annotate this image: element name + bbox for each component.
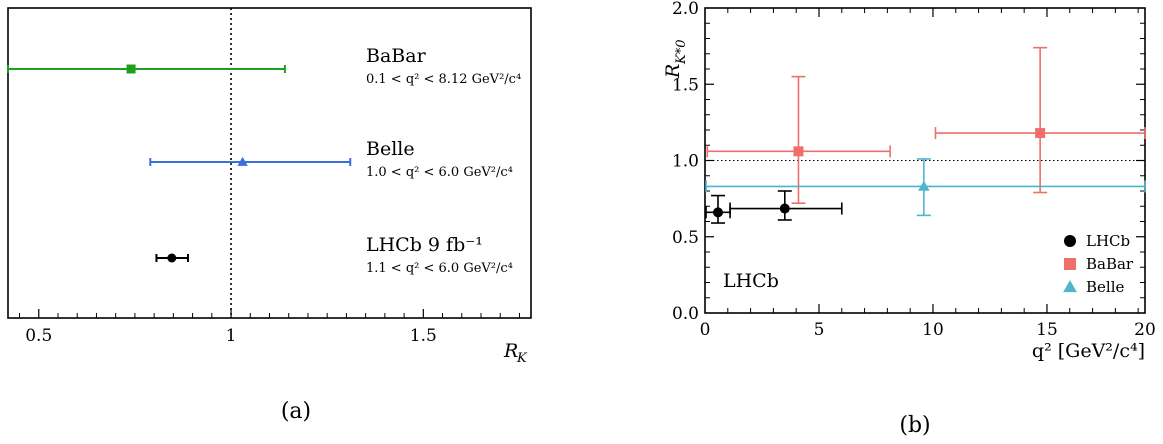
y-tick-label: 2.0 — [672, 0, 699, 19]
legend-label: LHCb — [1086, 232, 1130, 250]
panel-b: 0 5 10 15 20 0.0 0.5 1.0 1.5 2.0 LHCb BaBar Belle L… — [662, 0, 1156, 438]
y-tick-label: 1.5 — [672, 75, 699, 95]
series-babar — [706, 46, 1146, 204]
panel-b-series — [705, 46, 1146, 224]
x-tick-label: 20 — [1134, 320, 1156, 340]
legend-item: Belle — [1063, 278, 1124, 296]
legend-item: BaBar — [1064, 255, 1134, 273]
x-tick-label: 10 — [922, 320, 944, 340]
legend-item: LHCb — [1064, 232, 1130, 250]
panel-b-legend: LHCb BaBar Belle — [1063, 232, 1134, 296]
series-1: BaBar 0.1 < q² < 8.12 GeV²/c⁴ — [7, 45, 521, 87]
series-lhcb — [705, 190, 843, 224]
series-range-label: 0.1 < q² < 8.12 GeV²/c⁴ — [366, 72, 521, 87]
x-axis-label-subscript: K — [516, 351, 528, 366]
series-label: BaBar — [366, 45, 427, 67]
x-tick-label: 1.5 — [410, 326, 437, 346]
y-tick-label: 0.5 — [672, 228, 699, 248]
data-point — [1035, 128, 1046, 139]
series-2: Belle 1.0 < q² < 6.0 GeV²/c⁴ — [149, 138, 513, 180]
x-tick-label: 5 — [814, 320, 825, 340]
data-point — [779, 203, 790, 214]
data-point — [712, 207, 723, 218]
series-belle — [705, 158, 1146, 217]
y-tick-label: 1.0 — [672, 152, 699, 172]
panel-a: 0.5 1 1.5 BaBar 0.1 < q² < 8.12 GeV²/c⁴ Bell… — [7, 7, 532, 424]
legend-label: Belle — [1086, 278, 1124, 296]
series-3: LHCb 9 fb⁻¹ 1.1 < q² < 6.0 GeV²/c⁴ — [155, 234, 513, 276]
x-axis-label: R — [503, 340, 518, 362]
panel-b-caption: (b) — [899, 413, 930, 438]
data-point — [793, 146, 804, 157]
panel-a-x-ticks: 0.5 1 1.5 — [19, 309, 520, 346]
panel-b-annotation: LHCb — [723, 270, 779, 292]
x-tick-label: 15 — [1036, 320, 1058, 340]
legend-marker — [1063, 280, 1077, 293]
panel-a-x-axis-label: RK — [503, 340, 528, 366]
data-point — [126, 64, 136, 74]
legend-label: BaBar — [1086, 255, 1134, 273]
series-range-label: 1.1 < q² < 6.0 GeV²/c⁴ — [366, 261, 513, 276]
legend-marker — [1064, 258, 1076, 270]
series-label: LHCb 9 fb⁻¹ — [366, 234, 483, 256]
series-range-label: 1.0 < q² < 6.0 GeV²/c⁴ — [366, 165, 513, 180]
legend-marker — [1064, 235, 1076, 247]
data-point — [237, 156, 248, 166]
y-axis-label: R — [662, 64, 684, 79]
y-axis-label-subscript: K*0 — [674, 40, 689, 65]
series-label: Belle — [366, 138, 415, 160]
x-tick-label: 0.5 — [25, 326, 52, 346]
panel-a-caption: (a) — [281, 399, 311, 424]
panel-b-ticks: 0 5 10 15 20 0.0 0.5 1.0 1.5 2.0 — [672, 0, 1156, 340]
data-point — [918, 180, 930, 191]
panel-b-x-axis-label: q² [GeV²/c⁴] — [1032, 340, 1145, 362]
x-tick-label: 0 — [700, 320, 711, 340]
y-tick-label: 0.0 — [672, 304, 699, 324]
x-tick-label: 1 — [226, 326, 237, 346]
data-point — [167, 253, 177, 263]
panel-a-series: BaBar 0.1 < q² < 8.12 GeV²/c⁴ Belle 1.0 < q… — [7, 45, 521, 276]
panel-b-y-axis-label: RK*0 — [662, 40, 689, 79]
